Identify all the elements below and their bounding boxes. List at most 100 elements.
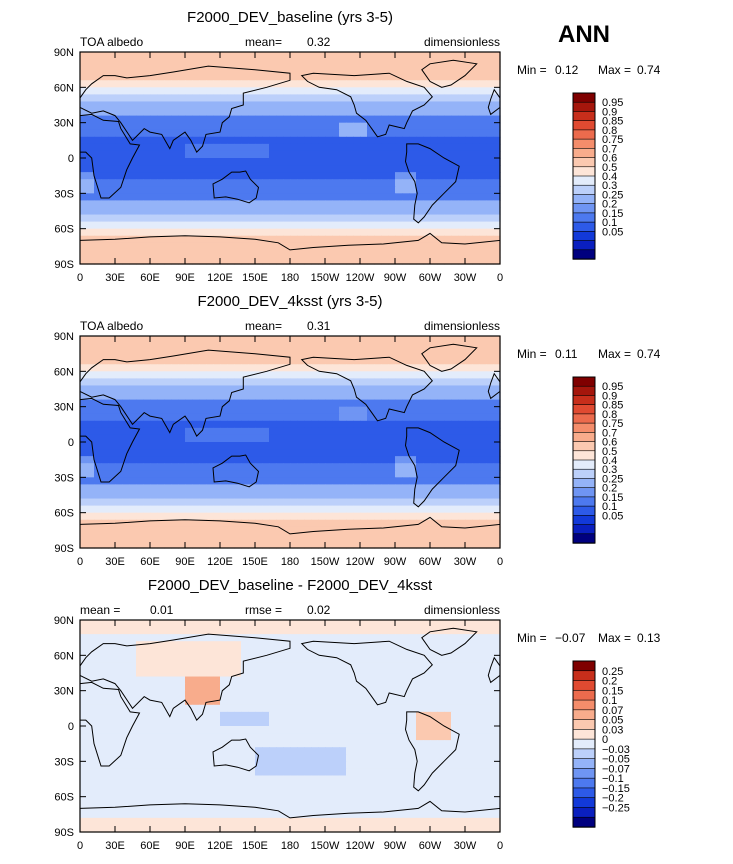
map-cell	[430, 52, 438, 60]
map-cell	[339, 109, 347, 117]
map-cell	[80, 754, 88, 762]
map-cell	[437, 449, 445, 457]
map-cell	[199, 393, 207, 401]
map-cell	[80, 172, 88, 180]
map-cell	[101, 620, 109, 628]
map-cell	[164, 385, 172, 393]
map-cell	[339, 698, 347, 706]
map-cell	[234, 371, 242, 379]
map-cell	[262, 435, 270, 443]
map-cell	[451, 698, 459, 706]
map-cell	[290, 130, 298, 138]
map-cell	[143, 371, 151, 379]
map-cell	[353, 449, 361, 457]
map-cell	[437, 172, 445, 180]
map-cell	[157, 222, 165, 230]
map-cell	[318, 336, 326, 344]
map-cell	[276, 669, 284, 677]
map-cell	[234, 655, 242, 663]
map-cell	[465, 236, 473, 244]
map-cell	[451, 378, 459, 386]
map-cell	[150, 499, 158, 507]
lon-tick-label: 30W	[454, 556, 477, 568]
map-cell	[185, 627, 193, 635]
map-cell	[325, 520, 333, 528]
map-cell	[206, 400, 214, 408]
map-cell	[136, 435, 144, 443]
map-cell	[108, 357, 116, 365]
map-cell	[465, 513, 473, 521]
map-cell	[437, 52, 445, 60]
map-cell	[486, 200, 494, 208]
map-cell	[479, 229, 487, 237]
map-cell	[234, 144, 242, 152]
map-cell	[276, 52, 284, 60]
map-cell	[353, 534, 361, 542]
map-cell	[339, 414, 347, 422]
map-cell	[269, 428, 277, 436]
map-cell	[388, 137, 396, 145]
map-cell	[346, 691, 354, 699]
map-cell	[283, 151, 291, 159]
map-cell	[178, 513, 186, 521]
map-cell	[311, 250, 319, 258]
map-cell	[381, 207, 389, 215]
map-cell	[213, 677, 221, 685]
map-cell	[171, 393, 179, 401]
map-cell	[213, 165, 221, 173]
map-cell	[276, 620, 284, 628]
map-cell	[437, 513, 445, 521]
map-cell	[479, 66, 487, 74]
map-cell	[304, 477, 312, 485]
map-cell	[213, 684, 221, 692]
colorbar-segment	[573, 185, 595, 195]
map-cell	[185, 186, 193, 194]
map-cell	[178, 677, 186, 685]
map-cell	[178, 165, 186, 173]
colorbar: 0.950.90.850.80.750.70.60.50.40.30.250.2…	[573, 377, 623, 543]
map-cell	[220, 109, 228, 117]
map-cell	[367, 463, 375, 471]
map-cell	[430, 534, 438, 542]
map-cell	[297, 350, 305, 358]
map-cell	[262, 470, 270, 478]
map-cell	[339, 59, 347, 67]
map-cell	[108, 200, 116, 208]
map-cell	[171, 655, 179, 663]
map-cell	[458, 677, 466, 685]
map-cell	[437, 491, 445, 499]
map-cell	[87, 641, 95, 649]
map-cell	[311, 66, 319, 74]
map-cell	[101, 477, 109, 485]
map-cell	[262, 484, 270, 492]
map-cell	[185, 442, 193, 450]
map-cell	[374, 343, 382, 351]
map-cell	[395, 393, 403, 401]
map-cell	[437, 620, 445, 628]
map-cell	[465, 179, 473, 187]
map-cell	[241, 684, 249, 692]
map-cell	[472, 648, 480, 656]
map-cell	[360, 123, 368, 131]
map-cell	[451, 620, 459, 628]
map-cell	[227, 421, 235, 429]
map-cell	[227, 641, 235, 649]
map-cell	[185, 677, 193, 685]
map-cell	[290, 506, 298, 514]
map-cell	[479, 80, 487, 88]
map-cell	[416, 620, 424, 628]
map-cell	[304, 243, 312, 251]
map-cell	[402, 534, 410, 542]
map-cell	[220, 747, 228, 755]
map-cell	[283, 52, 291, 60]
map-cell	[234, 73, 242, 81]
map-cell	[325, 207, 333, 215]
map-cell	[283, 691, 291, 699]
map-cell	[80, 740, 88, 748]
map-cell	[262, 94, 270, 102]
map-cell	[185, 215, 193, 223]
map-cell	[381, 165, 389, 173]
map-cell	[129, 207, 137, 215]
map-cell	[458, 634, 466, 642]
season-label: ANN	[558, 21, 610, 48]
